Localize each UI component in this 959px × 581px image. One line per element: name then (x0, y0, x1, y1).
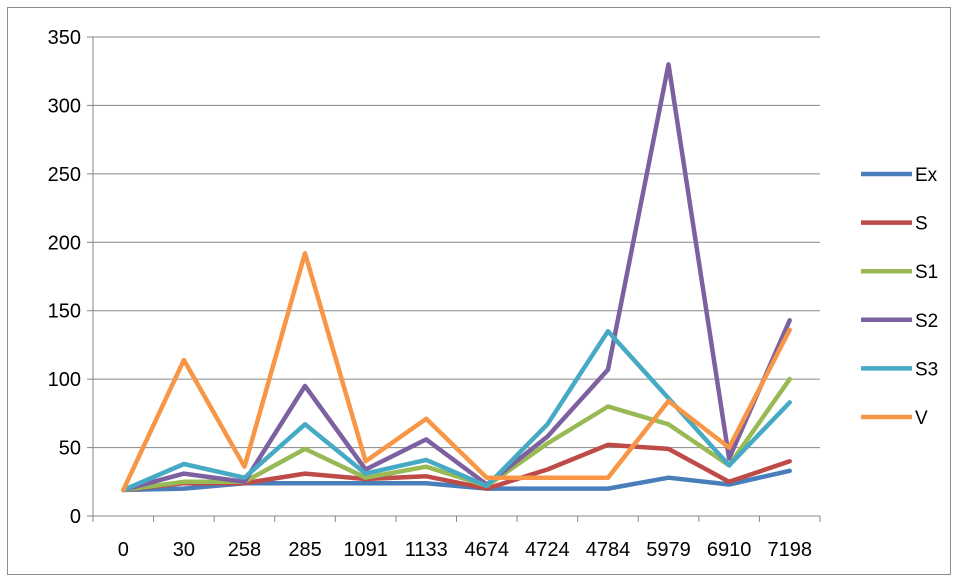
legend-label-s1: S1 (915, 262, 938, 283)
x-tick-label: 258 (228, 539, 261, 561)
x-tick-label: 0 (118, 539, 129, 561)
x-tick-label: 1091 (343, 539, 388, 561)
series-line-v (121, 250, 792, 493)
y-tick-label: 250 (48, 164, 81, 186)
legend-label-s: S (915, 214, 928, 235)
x-tick-label: 4724 (525, 539, 570, 561)
x-tick-label: 30 (173, 539, 195, 561)
y-tick-label: 300 (48, 95, 81, 117)
legend-label-v: V (915, 408, 928, 429)
x-tick-label: 5979 (646, 539, 691, 561)
x-tick-label: 4784 (586, 539, 631, 561)
y-tick-label: 50 (59, 438, 81, 460)
legend: Ex S S1 S2 S3 V (861, 165, 938, 429)
legend-label-s3: S3 (915, 359, 938, 380)
y-tick-label: 100 (48, 369, 81, 391)
y-tick-label: 150 (48, 301, 81, 323)
series-line-s3 (121, 328, 792, 493)
x-tick-label: 1133 (405, 539, 448, 561)
x-tick-label: 285 (288, 539, 321, 561)
y-tick-label: 200 (48, 232, 81, 254)
x-tick-label: 4674 (465, 539, 510, 561)
legend-label-s2: S2 (915, 311, 938, 332)
x-tick-label: 7198 (767, 539, 812, 561)
series-line-s2 (121, 62, 792, 493)
legend-label-ex: Ex (915, 165, 938, 186)
y-tick-label: 0 (70, 506, 81, 528)
y-tick-label: 350 (48, 27, 81, 49)
x-tick-label: 6910 (707, 539, 752, 561)
